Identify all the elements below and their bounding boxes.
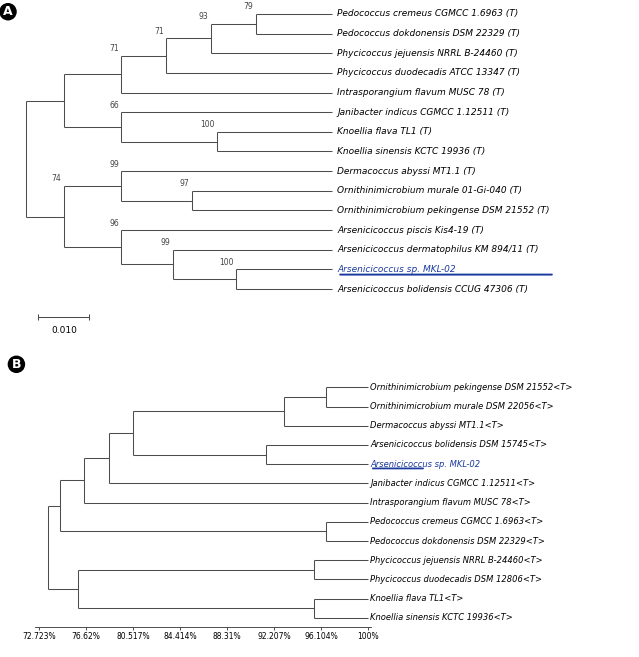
Text: Janibacter indicus CGMCC 1.12511 (T): Janibacter indicus CGMCC 1.12511 (T) bbox=[337, 108, 510, 117]
Text: 100: 100 bbox=[219, 258, 234, 267]
Text: Pedococcus cremeus CGMCC 1.6963<T>: Pedococcus cremeus CGMCC 1.6963<T> bbox=[370, 517, 543, 526]
Text: Pedococcus cremeus CGMCC 1.6963 (T): Pedococcus cremeus CGMCC 1.6963 (T) bbox=[337, 9, 519, 18]
Text: Pedococcus dokdonensis DSM 22329 (T): Pedococcus dokdonensis DSM 22329 (T) bbox=[337, 29, 520, 38]
Text: Knoellia sinensis KCTC 19936 (T): Knoellia sinensis KCTC 19936 (T) bbox=[337, 147, 486, 156]
Text: Ornithinimicrobium pekingense DSM 21552 (T): Ornithinimicrobium pekingense DSM 21552 … bbox=[337, 206, 550, 215]
Text: Phycicoccus duodecadis ATCC 13347 (T): Phycicoccus duodecadis ATCC 13347 (T) bbox=[337, 68, 520, 78]
Text: A: A bbox=[3, 5, 13, 18]
Text: Janibacter indicus CGMCC 1.12511<T>: Janibacter indicus CGMCC 1.12511<T> bbox=[370, 479, 535, 488]
Text: Phycicoccus jejuensis NRRL B-24460 (T): Phycicoccus jejuensis NRRL B-24460 (T) bbox=[337, 49, 518, 58]
Text: Dermacoccus abyssi MT1.1<T>: Dermacoccus abyssi MT1.1<T> bbox=[370, 421, 504, 430]
Text: Arsenicicoccus sp. MKL-02: Arsenicicoccus sp. MKL-02 bbox=[370, 460, 480, 468]
Text: Arsenicicoccus bolidensis CCUG 47306 (T): Arsenicicoccus bolidensis CCUG 47306 (T) bbox=[337, 284, 528, 294]
Text: Arsenicicoccus bolidensis DSM 15745<T>: Arsenicicoccus bolidensis DSM 15745<T> bbox=[370, 440, 547, 449]
Text: Intrasporangium flavum MUSC 78 (T): Intrasporangium flavum MUSC 78 (T) bbox=[337, 88, 505, 97]
Text: 0.010: 0.010 bbox=[51, 326, 77, 334]
Text: 93: 93 bbox=[199, 12, 208, 21]
Text: Phycicoccus duodecadis DSM 12806<T>: Phycicoccus duodecadis DSM 12806<T> bbox=[370, 575, 542, 584]
Text: Knoellia flava TL1 (T): Knoellia flava TL1 (T) bbox=[337, 127, 433, 136]
Text: 99: 99 bbox=[109, 160, 119, 169]
Text: Pedococcus dokdonensis DSM 22329<T>: Pedococcus dokdonensis DSM 22329<T> bbox=[370, 537, 545, 545]
Text: Arsenicicoccus piscis Kis4-19 (T): Arsenicicoccus piscis Kis4-19 (T) bbox=[337, 225, 484, 235]
Text: Ornithinimicrobium murale DSM 22056<T>: Ornithinimicrobium murale DSM 22056<T> bbox=[370, 402, 553, 411]
Text: Dermacoccus abyssi MT1.1 (T): Dermacoccus abyssi MT1.1 (T) bbox=[337, 167, 476, 175]
Text: Ornithinimicrobium murale 01-Gi-040 (T): Ornithinimicrobium murale 01-Gi-040 (T) bbox=[337, 187, 523, 195]
Text: Knoellia flava TL1<T>: Knoellia flava TL1<T> bbox=[370, 594, 463, 603]
Text: 79: 79 bbox=[243, 3, 253, 11]
Text: Knoellia sinensis KCTC 19936<T>: Knoellia sinensis KCTC 19936<T> bbox=[370, 614, 512, 622]
Text: Phycicoccus jejuensis NRRL B-24460<T>: Phycicoccus jejuensis NRRL B-24460<T> bbox=[370, 556, 543, 565]
Text: 99: 99 bbox=[160, 238, 170, 247]
Text: 71: 71 bbox=[109, 44, 119, 53]
Text: 100: 100 bbox=[200, 120, 215, 129]
Text: 66: 66 bbox=[109, 101, 119, 110]
Text: 71: 71 bbox=[154, 27, 164, 36]
Text: Intrasporangium flavum MUSC 78<T>: Intrasporangium flavum MUSC 78<T> bbox=[370, 498, 531, 507]
Text: 97: 97 bbox=[180, 179, 189, 189]
Text: 96: 96 bbox=[109, 219, 119, 227]
Text: Arsenicicoccus sp. MKL-02: Arsenicicoccus sp. MKL-02 bbox=[337, 265, 456, 274]
Text: Ornithinimicrobium pekingense DSM 21552<T>: Ornithinimicrobium pekingense DSM 21552<… bbox=[370, 383, 573, 392]
Text: 74: 74 bbox=[52, 174, 61, 183]
Text: B: B bbox=[12, 358, 21, 371]
Text: Arsenicicoccus dermatophilus KM 894/11 (T): Arsenicicoccus dermatophilus KM 894/11 (… bbox=[337, 245, 539, 254]
